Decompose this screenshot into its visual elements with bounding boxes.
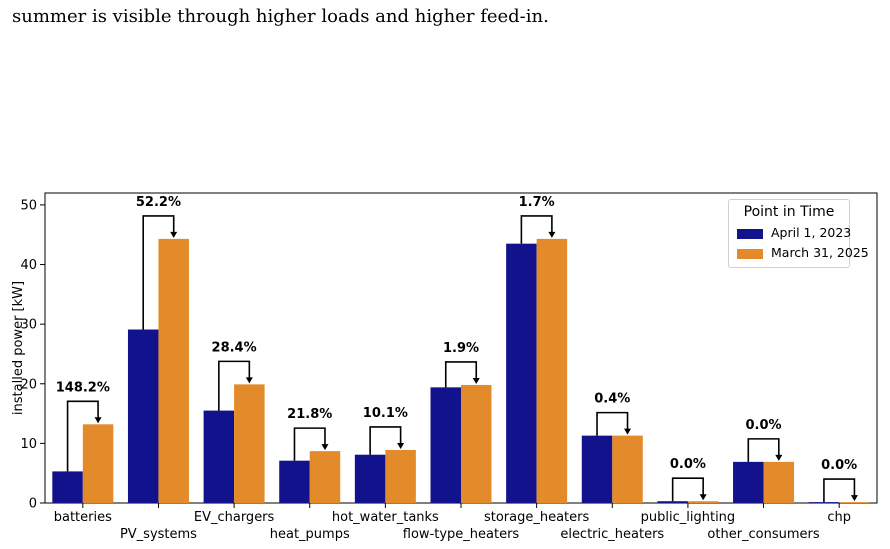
- legend-swatch-series-1: [737, 228, 763, 239]
- chart-legend: Point in Time April 1, 2023 March 31, 20…: [728, 199, 869, 268]
- change-percent-label: 28.4%: [212, 340, 257, 355]
- bar-series-2: [82, 424, 114, 503]
- change-arrow: [747, 438, 780, 462]
- change-arrow: [218, 360, 251, 411]
- arrow-head: [94, 417, 102, 424]
- change-percent-label: 0.4%: [594, 392, 630, 407]
- change-arrow: [520, 215, 553, 244]
- x-tick-label: EV_chargers: [194, 510, 275, 525]
- bar-series-1: [430, 387, 461, 503]
- bar-series-2: [536, 238, 568, 503]
- x-tick-label: hot_water_tanks: [332, 510, 439, 525]
- change-percent-label: 1.7%: [519, 195, 555, 210]
- change-percent-label: 0.0%: [670, 457, 706, 472]
- legend-label-series-1: April 1, 2023: [771, 225, 852, 240]
- bar-series-2: [309, 451, 341, 503]
- change-arrow: [142, 215, 175, 330]
- legend-swatch-series-2: [737, 248, 763, 259]
- arrow-head: [624, 428, 632, 435]
- arrow-head: [850, 495, 858, 502]
- arrow-head: [321, 444, 329, 451]
- legend-item-series-1: April 1, 2023: [737, 225, 851, 240]
- change-percent-label: 10.1%: [363, 406, 408, 421]
- bar-series-2: [687, 501, 719, 503]
- y-tick-label: 50: [20, 198, 37, 213]
- x-tick-label: electric_heaters: [560, 527, 664, 542]
- x-tick-label: other_consumers: [707, 527, 819, 542]
- change-arrow: [596, 411, 629, 436]
- x-tick-label: PV_systems: [120, 527, 197, 542]
- x-tick-label: batteries: [54, 510, 112, 525]
- caption-text: summer is visible through higher loads a…: [12, 6, 549, 27]
- x-tick-label: heat_pumps: [270, 527, 350, 542]
- change-percent-label: 0.0%: [746, 418, 782, 433]
- x-tick-label: flow-type_heaters: [403, 527, 520, 542]
- bar-series-1: [279, 460, 310, 503]
- bar-series-2: [612, 435, 643, 503]
- bar-series-1: [354, 454, 386, 503]
- change-percent-label: 148.2%: [56, 380, 110, 395]
- bar-series-1: [52, 471, 83, 503]
- change-percent-label: 0.0%: [821, 458, 857, 473]
- bar-series-2: [839, 502, 870, 503]
- arrow-head: [397, 442, 405, 449]
- bar-series-1: [808, 502, 840, 503]
- arrow-head: [245, 377, 253, 384]
- arrow-head: [170, 231, 178, 238]
- bar-series-1: [581, 435, 613, 503]
- y-tick-label: 0: [29, 497, 37, 512]
- y-tick-label: 10: [20, 437, 37, 452]
- change-arrow: [671, 477, 704, 502]
- y-axis-label: installed power [kW]: [11, 281, 26, 415]
- bar-series-1: [506, 243, 537, 503]
- change-percent-label: 1.9%: [443, 341, 479, 356]
- legend-label-series-2: March 31, 2025: [771, 245, 869, 260]
- bar-series-2: [461, 384, 492, 503]
- y-tick-label: 20: [20, 377, 37, 392]
- bar-series-1: [127, 329, 159, 503]
- x-tick-label: chp: [827, 510, 851, 525]
- change-arrow: [369, 426, 402, 455]
- x-tick-label: public_lighting: [641, 510, 736, 525]
- bar-series-2: [234, 384, 265, 503]
- bar-series-2: [763, 461, 795, 503]
- bar-series-1: [733, 461, 764, 503]
- arrow-head: [472, 377, 480, 384]
- arrow-head: [699, 494, 707, 501]
- bar-series-2: [385, 449, 416, 503]
- change-arrow: [66, 400, 99, 472]
- bar-series-2: [158, 238, 189, 503]
- y-tick-label: 30: [20, 318, 37, 333]
- x-tick-label: storage_heaters: [484, 510, 590, 525]
- change-arrow: [293, 427, 326, 461]
- y-tick-label: 40: [20, 258, 37, 273]
- legend-item-series-2: March 31, 2025: [737, 245, 869, 260]
- change-arrow: [823, 478, 856, 503]
- change-arrow: [444, 361, 478, 388]
- legend-title: Point in Time: [743, 204, 835, 220]
- bar-series-1: [203, 410, 235, 503]
- arrow-head: [548, 231, 556, 238]
- arrow-head: [775, 454, 783, 461]
- bar-series-1: [657, 501, 688, 503]
- change-percent-label: 21.8%: [287, 407, 332, 422]
- change-percent-label: 52.2%: [136, 195, 181, 210]
